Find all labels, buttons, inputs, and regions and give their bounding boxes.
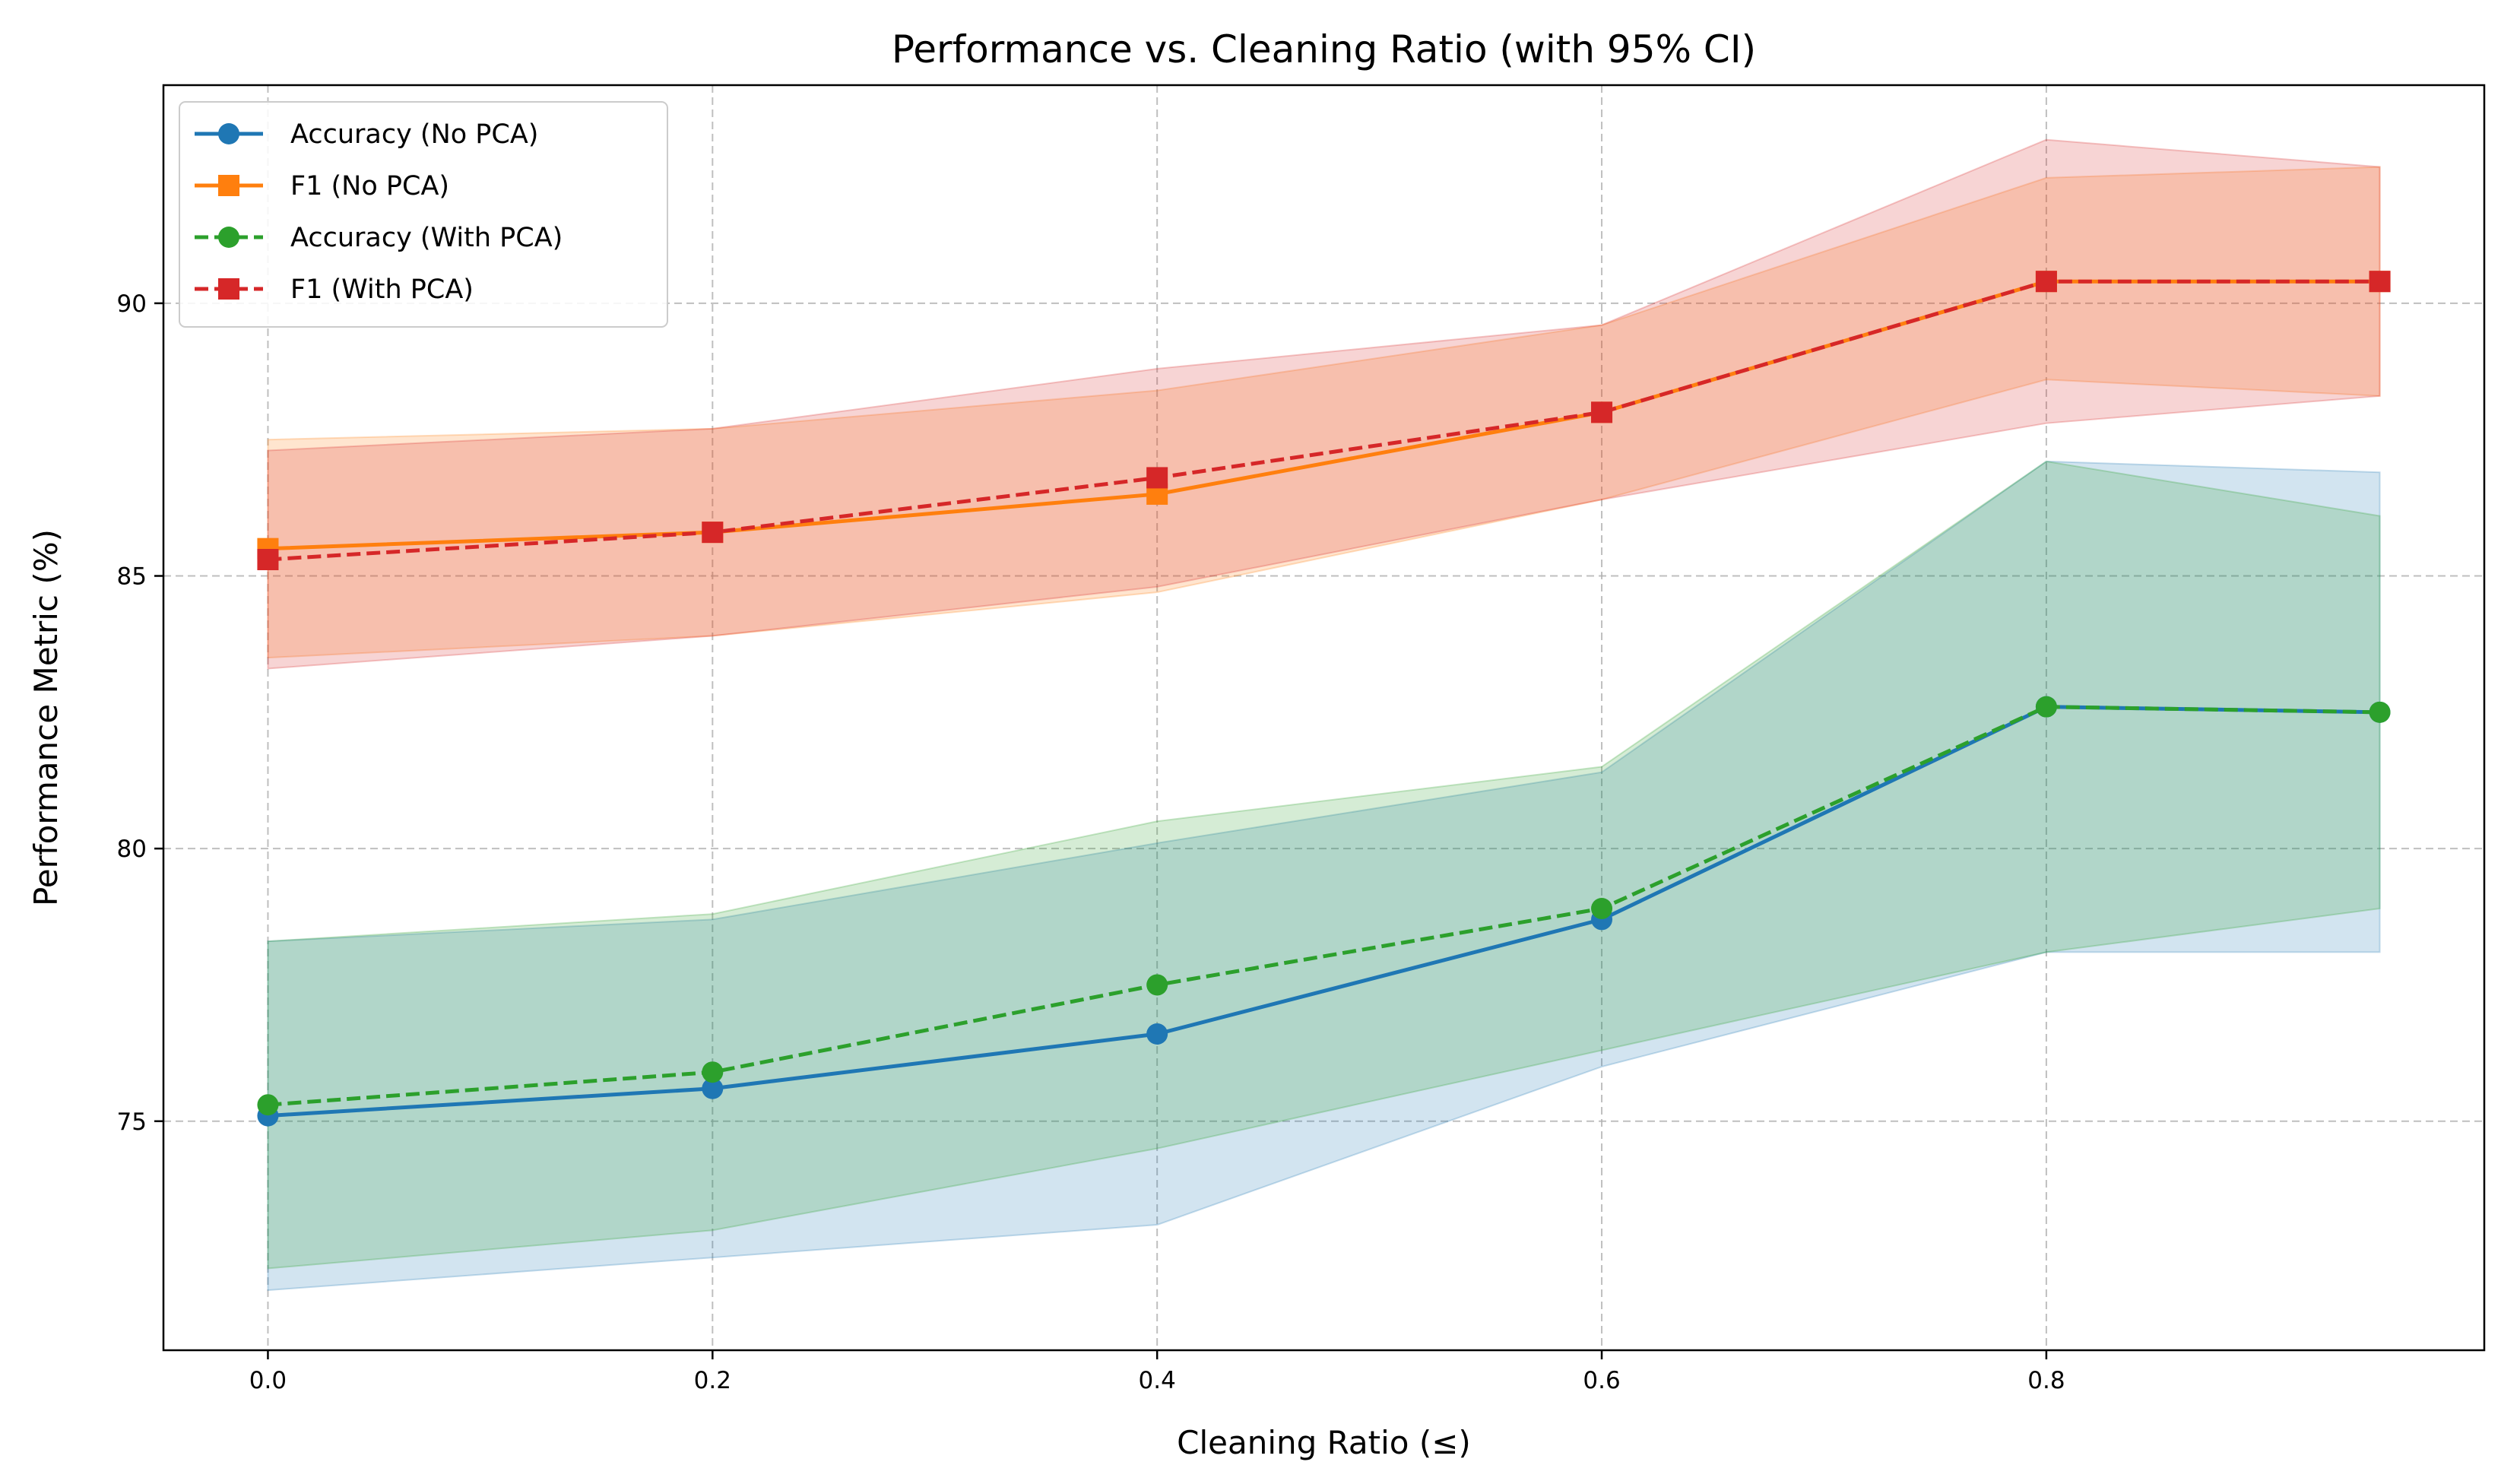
legend-box [179,101,668,328]
data-point [2369,271,2391,293]
data-point [2369,701,2391,723]
y-tick-label: 80 [117,836,147,863]
series-line [268,279,2380,562]
data-point [1591,401,1613,423]
axis-ticks: 0.0 0.2 0.4 0.6 0.8 75 80 85 90 [117,290,2065,1394]
legend-marker [218,175,239,196]
series-line [268,705,2380,1118]
data-point [702,522,724,544]
chart-title: Performance vs. Cleaning Ratio (with 95%… [892,27,1756,71]
legend-marker [218,123,239,144]
series-markers [257,271,2391,1127]
legend-marker [218,227,239,248]
x-tick-label: 0.4 [1139,1367,1176,1394]
confidence-bands [267,138,2381,1292]
legend-label: F1 (With PCA) [290,274,474,305]
data-point [257,1094,279,1116]
data-point [2035,271,2057,293]
x-tick-label: 0.8 [2027,1367,2065,1394]
x-tick-label: 0.2 [694,1367,731,1394]
ci-band [267,460,2381,1292]
data-point [1146,467,1168,489]
y-axis-title: Performance Metric (%) [27,529,65,906]
data-point [1146,1023,1168,1045]
x-tick-label: 0.0 [249,1367,287,1394]
y-tick-label: 85 [117,563,147,591]
data-point [702,1077,724,1099]
legend-label: Accuracy (With PCA) [290,223,563,253]
ci-band [267,166,2381,659]
x-axis-title: Cleaning Ratio (≤) [1177,1424,1471,1461]
grid [163,85,2484,1350]
ci-band [267,460,2381,1270]
legend: Accuracy (No PCA) F1 (No PCA) Accuracy (Wi… [179,101,668,328]
data-point [1591,898,1613,920]
ci-band [267,138,2381,670]
data-point [702,1061,724,1083]
x-tick-label: 0.6 [1583,1367,1620,1394]
plot-frame [162,84,2486,1352]
legend-label: F1 (No PCA) [290,171,449,201]
data-point [2035,696,2057,718]
series-lines [268,279,2380,1118]
legend-marker [218,278,239,300]
y-tick-label: 90 [117,290,147,318]
y-tick-label: 75 [117,1108,147,1136]
data-point [257,549,279,570]
data-point [1146,974,1168,996]
legend-label: Accuracy (No PCA) [290,119,538,150]
